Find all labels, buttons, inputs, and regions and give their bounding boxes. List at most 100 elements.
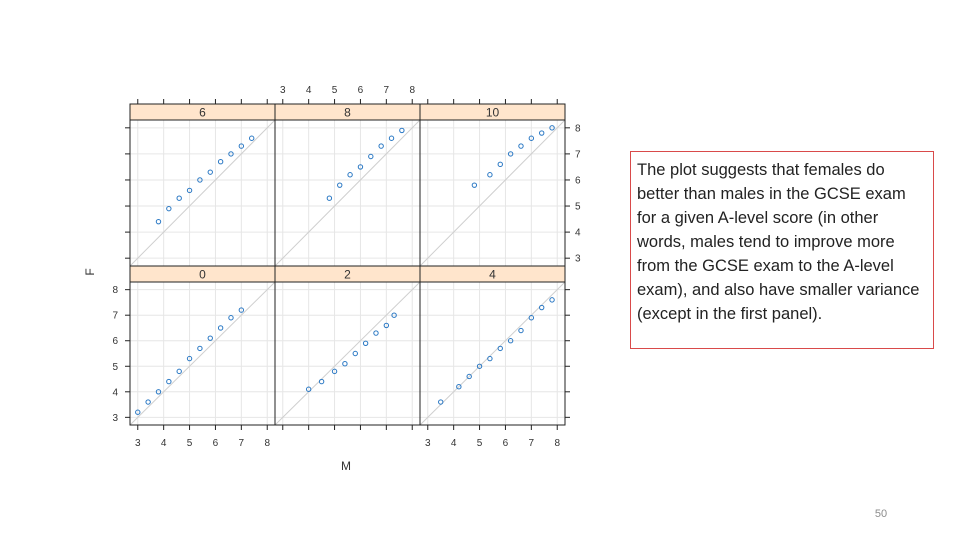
- x-tick-label: 4: [306, 85, 312, 96]
- data-point: [248, 135, 255, 141]
- data-point: [176, 368, 182, 375]
- data-point: [476, 363, 483, 369]
- data-point: [388, 135, 395, 141]
- x-tick-label: 3: [425, 438, 431, 449]
- x-tick-label: 7: [529, 438, 535, 449]
- data-point: [528, 315, 535, 321]
- data-point: [305, 386, 312, 392]
- x-tick-label: 4: [161, 438, 167, 449]
- data-point: [357, 164, 364, 170]
- data-point: [197, 177, 203, 183]
- y-tick-label: 8: [112, 285, 118, 296]
- strip-label: 2: [344, 268, 351, 282]
- data-point: [518, 143, 524, 149]
- y-axis-label: F: [83, 268, 97, 275]
- data-point: [538, 304, 545, 311]
- data-point: [318, 378, 325, 385]
- data-point: [228, 151, 234, 157]
- panel-0: 0: [129, 265, 276, 426]
- panel-2: 2: [274, 265, 421, 426]
- y-tick-label: 5: [112, 362, 118, 373]
- data-point: [373, 330, 379, 336]
- data-point: [166, 205, 172, 212]
- data-point: [399, 127, 405, 134]
- panel-4: 4: [419, 265, 566, 426]
- data-point: [145, 399, 151, 405]
- y-tick-label: 8: [575, 123, 581, 134]
- data-point: [456, 383, 462, 390]
- data-point: [176, 195, 182, 201]
- data-point: [238, 307, 245, 313]
- x-tick-label: 6: [213, 438, 219, 449]
- data-point: [487, 355, 493, 362]
- panels-layer: 0 2 4 6 8 10: [129, 103, 566, 426]
- data-point: [368, 153, 374, 160]
- reference-line: [129, 281, 276, 426]
- x-axis-label: M: [341, 459, 351, 473]
- x-tick-label: 4: [451, 438, 457, 449]
- data-point: [487, 172, 493, 178]
- x-tick-label: 3: [280, 85, 286, 96]
- y-tick-label: 5: [575, 202, 581, 213]
- y-tick-label: 4: [575, 228, 581, 239]
- y-tick-label: 3: [112, 413, 118, 424]
- x-tick-label: 8: [409, 85, 415, 96]
- x-tick-label: 7: [239, 438, 245, 449]
- data-point: [217, 325, 224, 331]
- data-point: [186, 187, 193, 194]
- data-point: [207, 335, 213, 341]
- x-tick-label: 5: [332, 85, 338, 96]
- data-point: [337, 182, 343, 188]
- data-point: [331, 368, 338, 375]
- strip-label: 4: [489, 268, 496, 282]
- data-point: [471, 182, 478, 188]
- x-tick-label: 6: [358, 85, 364, 96]
- data-point: [391, 312, 397, 318]
- data-point: [497, 345, 503, 352]
- annotation-note: The plot suggests that females do better…: [630, 151, 934, 349]
- data-point: [166, 378, 172, 385]
- data-point: [507, 338, 514, 344]
- x-tick-label: 3: [135, 438, 141, 449]
- data-point: [326, 195, 333, 201]
- plot-frame: [129, 103, 566, 426]
- x-tick-label: 5: [187, 438, 193, 449]
- data-point: [238, 143, 245, 149]
- x-tick-label: 7: [384, 85, 390, 96]
- data-point: [155, 389, 162, 395]
- reference-line: [274, 119, 421, 267]
- data-point: [438, 399, 444, 405]
- axes-layer: 3 4 5 6 7 8 3 4 5 6 7 8 3 4 5 6 7 8 3 4 5 6 7 8 3 4 5 6 7 8: [112, 85, 581, 449]
- y-tick-label: 7: [575, 149, 581, 160]
- y-tick-label: 3: [575, 254, 581, 265]
- reference-line: [129, 119, 276, 267]
- x-tick-label: 6: [503, 438, 509, 449]
- data-point: [518, 327, 524, 334]
- panel-10: 10: [419, 103, 566, 267]
- panel-6: 6: [129, 103, 276, 267]
- x-tick-label: 5: [477, 438, 483, 449]
- data-point: [383, 322, 390, 329]
- strip-label: 0: [199, 268, 206, 282]
- data-point: [197, 345, 203, 352]
- data-point: [135, 409, 141, 415]
- panel-8: 8: [274, 103, 421, 267]
- data-point: [352, 350, 358, 357]
- data-point: [155, 218, 162, 225]
- data-point: [528, 135, 535, 141]
- y-tick-label: 6: [112, 336, 118, 347]
- y-tick-label: 7: [112, 311, 118, 322]
- x-tick-label: 8: [554, 438, 560, 449]
- data-point: [217, 159, 224, 165]
- strip-label: 8: [344, 106, 351, 120]
- data-point: [497, 161, 503, 168]
- data-point: [378, 143, 384, 149]
- data-point: [362, 340, 369, 346]
- reference-line: [419, 119, 566, 267]
- data-point: [347, 172, 353, 178]
- data-point: [538, 130, 545, 136]
- data-point: [549, 125, 555, 131]
- strip-label: 6: [199, 106, 206, 120]
- data-point: [228, 315, 234, 321]
